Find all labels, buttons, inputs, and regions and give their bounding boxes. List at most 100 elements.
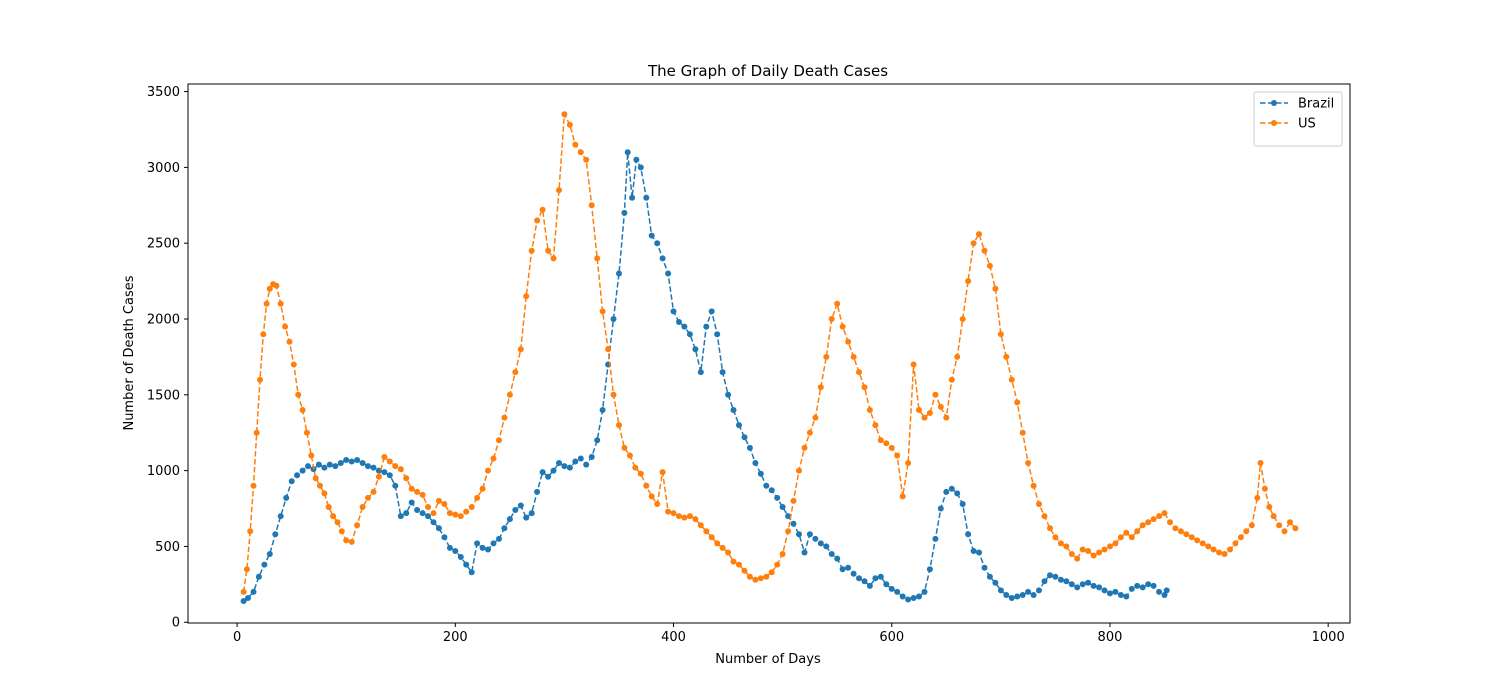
data-point-us: [354, 522, 361, 529]
data-point-brazil: [845, 564, 852, 571]
series-layer: [240, 111, 1299, 604]
data-point-us: [282, 323, 289, 330]
data-point-us: [408, 485, 415, 492]
data-point-brazil: [588, 454, 595, 460]
data-point-us: [970, 240, 977, 247]
data-point-us: [1014, 399, 1021, 406]
data-point-us: [888, 444, 895, 451]
y-tick-label: 0: [172, 616, 180, 631]
data-point-brazil: [1117, 592, 1124, 598]
data-point-brazil: [1145, 581, 1152, 588]
data-point-brazil: [943, 488, 950, 495]
data-point-us: [621, 444, 628, 451]
data-point-brazil: [1052, 573, 1059, 580]
x-tick-label: 400: [661, 630, 686, 645]
data-point-us: [539, 206, 546, 213]
y-axis-label: Number of Death Cases: [122, 275, 137, 430]
data-point-us: [1177, 528, 1184, 535]
data-point-us: [828, 316, 835, 322]
data-point-brazil: [850, 570, 857, 577]
data-point-us: [545, 247, 552, 254]
data-point-us: [463, 508, 470, 515]
data-point-brazil: [240, 598, 247, 604]
data-point-us: [872, 422, 879, 429]
data-point-brazil: [556, 460, 562, 466]
data-point-brazil: [468, 569, 475, 576]
data-point-us: [1205, 543, 1212, 550]
x-tick-label: 0: [233, 630, 241, 645]
data-point-us: [528, 247, 535, 254]
data-point-us: [490, 455, 497, 462]
data-point-us: [523, 293, 530, 300]
data-point-us: [834, 300, 841, 307]
data-point-brazil: [746, 444, 753, 451]
data-point-us: [277, 300, 284, 307]
data-point-us: [452, 511, 459, 518]
data-point-us: [266, 285, 273, 292]
data-point-us: [325, 504, 332, 510]
data-point-us: [845, 338, 852, 345]
data-point-us: [338, 528, 345, 535]
data-point-us: [1150, 516, 1157, 523]
data-point-brazil: [359, 460, 366, 466]
data-point-us: [1117, 534, 1124, 541]
data-point-us: [736, 561, 742, 568]
data-point-us: [937, 403, 944, 410]
data-point-brazil: [725, 391, 732, 398]
data-point-brazil: [910, 595, 917, 601]
data-point-us: [790, 497, 797, 504]
data-point-us: [263, 300, 270, 307]
data-point-brazil: [370, 464, 377, 471]
data-point-us: [899, 493, 906, 500]
data-point-brazil: [714, 331, 721, 338]
data-point-brazil: [386, 472, 393, 479]
data-point-brazil: [681, 323, 688, 330]
data-point-us: [446, 510, 453, 517]
data-point-us: [703, 528, 710, 535]
data-point-brazil: [457, 554, 464, 560]
data-point-us: [757, 575, 764, 582]
data-point-brazil: [1025, 588, 1032, 595]
data-point-us: [632, 464, 639, 471]
data-point-us: [1052, 534, 1059, 541]
data-point-us: [1036, 501, 1042, 507]
data-point-us: [954, 353, 961, 360]
data-point-us: [997, 331, 1004, 338]
data-point-brazil: [517, 502, 524, 509]
data-point-brazil: [1128, 585, 1135, 592]
data-point-brazil: [937, 505, 944, 512]
data-point-us: [479, 485, 486, 492]
data-point-us: [425, 504, 431, 510]
data-point-brazil: [425, 513, 431, 520]
data-point-us: [692, 516, 699, 523]
data-point-us: [403, 475, 410, 482]
data-point-us: [1161, 510, 1168, 517]
data-point-us: [1139, 522, 1146, 529]
data-point-us: [441, 501, 448, 507]
data-point-us: [566, 121, 573, 128]
series-brazil: [240, 149, 1170, 604]
data-point-us: [1128, 534, 1135, 541]
data-point-brazil: [899, 593, 906, 600]
data-point-us: [419, 491, 426, 498]
data-point-brazil: [1030, 592, 1037, 598]
data-point-us: [1107, 543, 1113, 550]
data-point-us: [583, 156, 590, 163]
x-tick-label: 800: [1098, 630, 1123, 645]
data-point-us: [290, 361, 297, 368]
data-point-us: [550, 255, 557, 262]
data-point-us: [517, 346, 524, 353]
data-point-us: [1216, 549, 1223, 556]
data-point-us: [370, 488, 377, 495]
data-point-us: [1063, 543, 1070, 550]
data-point-us: [806, 429, 813, 436]
data-point-brazil: [872, 575, 879, 582]
data-point-us: [330, 513, 337, 520]
data-point-brazil: [801, 549, 808, 556]
data-point-brazil: [621, 209, 628, 216]
data-point-us: [240, 588, 247, 595]
data-point-brazil: [866, 582, 873, 589]
data-point-brazil: [1107, 590, 1113, 597]
data-point-brazil: [446, 544, 453, 551]
